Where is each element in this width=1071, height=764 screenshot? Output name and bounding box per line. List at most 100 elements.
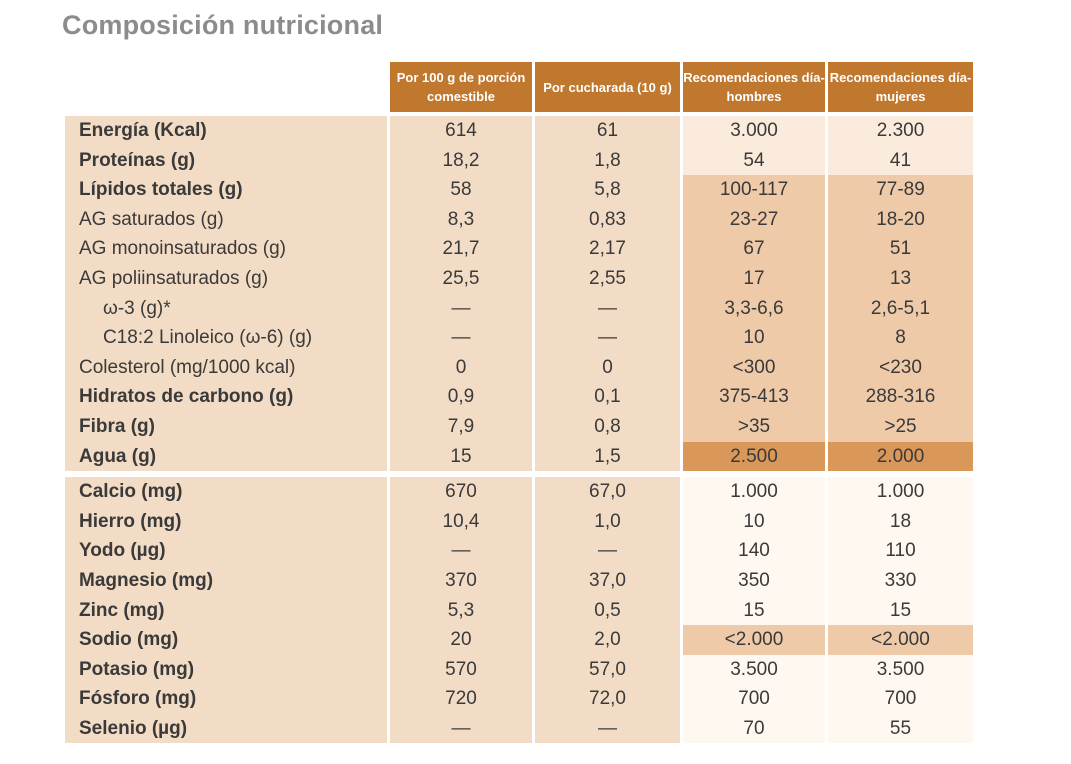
recommendation-men: 15 [683, 595, 825, 626]
recommendation-men: 10 [683, 323, 825, 353]
value-per-100g: 21,7 [390, 234, 532, 264]
recommendation-men: 3,3-6,6 [683, 293, 825, 324]
value-per-spoon: 2,55 [535, 263, 680, 294]
nutrient-label: Fibra (g) [65, 411, 387, 442]
nutrient-label: AG poliinsaturados (g) [65, 263, 387, 294]
table-row: Hierro (mg) 10,4 1,0 10 18 [65, 506, 973, 537]
value-per-100g: 5,3 [390, 595, 532, 626]
table-row: Lípidos totales (g) 58 5,8 100-117 77-89 [65, 175, 973, 205]
value-per-spoon: 1,8 [535, 145, 680, 176]
recommendation-men: 70 [683, 713, 825, 744]
value-per-100g: 614 [390, 116, 532, 146]
recommendation-men: 67 [683, 234, 825, 264]
value-per-100g: 8,3 [390, 204, 532, 235]
recommendation-women: >25 [828, 411, 973, 442]
nutrient-label: Lípidos totales (g) [65, 175, 387, 205]
recommendation-women: 18-20 [828, 204, 973, 235]
recommendation-men: 100-117 [683, 175, 825, 205]
value-per-spoon: — [535, 713, 680, 744]
recommendation-women: 13 [828, 263, 973, 294]
table-header: Por 100 g de porción comestible Por cuch… [65, 62, 973, 116]
value-per-spoon: 5,8 [535, 175, 680, 205]
recommendation-women: 15 [828, 595, 973, 626]
nutrient-label: Magnesio (mg) [65, 565, 387, 596]
table-row: Proteínas (g) 18,2 1,8 54 41 [65, 145, 973, 176]
value-per-100g: — [390, 323, 532, 353]
recommendation-men: 17 [683, 263, 825, 294]
value-per-spoon: 0,1 [535, 382, 680, 412]
table-row: Sodio (mg) 20 2,0 <2.000 <2.000 [65, 625, 973, 655]
table-row: Selenio (µg) — —70 55 [65, 713, 973, 744]
table-row: AG monoinsaturados (g) 21,7 2,17 67 51 [65, 234, 973, 264]
recommendation-men: 350 [683, 565, 825, 596]
nutrient-label: AG monoinsaturados (g) [65, 234, 387, 264]
value-per-spoon: 1,0 [535, 506, 680, 537]
value-per-100g: — [390, 293, 532, 324]
value-per-100g: 20 [390, 625, 532, 655]
value-per-100g: 25,5 [390, 263, 532, 294]
value-per-spoon: 2,17 [535, 234, 680, 264]
value-per-100g: 0,9 [390, 382, 532, 412]
table-row: Yodo (µg) — —140 110 [65, 536, 973, 566]
table-row: Agua (g) 15 1,5 2.500 2.000 [65, 441, 973, 472]
value-per-100g: 18,2 [390, 145, 532, 176]
recommendation-women: <230 [828, 352, 973, 383]
nutrient-label: Fósforo (mg) [65, 684, 387, 714]
page-title: Composición nutricional [62, 10, 384, 40]
recommendation-men: >35 [683, 411, 825, 442]
value-per-100g: 0 [390, 352, 532, 383]
recommendation-men: 3.000 [683, 116, 825, 146]
recommendation-men: 54 [683, 145, 825, 176]
header-per-spoon: Por cucharada (10 g) [535, 62, 680, 112]
recommendation-men: <300 [683, 352, 825, 383]
recommendation-women: 55 [828, 713, 973, 744]
table-row: AG poliinsaturados (g) 25,5 2,55 17 13 [65, 263, 973, 294]
value-per-spoon: 0,83 [535, 204, 680, 235]
value-per-spoon: — [535, 293, 680, 324]
recommendation-women: 288-316 [828, 382, 973, 412]
value-per-100g: — [390, 536, 532, 566]
recommendation-women: 2.300 [828, 116, 973, 146]
value-per-spoon: 1,5 [535, 441, 680, 472]
nutrient-label: Potasio (mg) [65, 654, 387, 685]
value-per-100g: 7,9 [390, 411, 532, 442]
recommendation-men: 23-27 [683, 204, 825, 235]
recommendation-men: 375-413 [683, 382, 825, 412]
recommendation-women: 77-89 [828, 175, 973, 205]
value-per-spoon: — [535, 323, 680, 353]
recommendation-women: 1.000 [828, 477, 973, 507]
header-women: Recomendaciones día-mujeres [828, 62, 973, 112]
recommendation-men: <2.000 [683, 625, 825, 655]
value-per-spoon: 67,0 [535, 477, 680, 507]
nutrient-label: Selenio (µg) [65, 713, 387, 744]
recommendation-women: 2,6-5,1 [828, 293, 973, 324]
table-row: Calcio (mg) 670 67,0 1.000 1.000 [65, 477, 973, 507]
header-per-100g: Por 100 g de porción comestible [390, 62, 532, 112]
group-separator [65, 471, 973, 478]
table-row: Magnesio (mg) 370 37,0 350 330 [65, 565, 973, 596]
nutrient-label: Hidratos de carbono (g) [65, 382, 387, 412]
nutrient-label: Yodo (µg) [65, 536, 387, 566]
nutrient-label: Energía (Kcal) [65, 116, 387, 146]
value-per-100g: 58 [390, 175, 532, 205]
nutrient-label: AG saturados (g) [65, 204, 387, 235]
value-per-spoon: 0 [535, 352, 680, 383]
recommendation-women: 3.500 [828, 654, 973, 685]
recommendation-women: 18 [828, 506, 973, 537]
nutrient-label: Proteínas (g) [65, 145, 387, 176]
nutrient-label: Hierro (mg) [65, 506, 387, 537]
nutrient-label: Sodio (mg) [65, 625, 387, 655]
value-per-spoon: 0,8 [535, 411, 680, 442]
value-per-100g: — [390, 713, 532, 744]
table-row: Fósforo (mg) 720 72,0 700 700 [65, 684, 973, 714]
recommendation-women: 700 [828, 684, 973, 714]
recommendation-women: 110 [828, 536, 973, 566]
recommendation-men: 140 [683, 536, 825, 566]
value-per-100g: 570 [390, 654, 532, 685]
header-men: Recomendaciones día-hombres [683, 62, 825, 112]
value-per-100g: 10,4 [390, 506, 532, 537]
nutrition-table: Por 100 g de porción comestible Por cuch… [62, 62, 976, 744]
recommendation-women: 41 [828, 145, 973, 176]
recommendation-men: 2.500 [683, 441, 825, 472]
table-row: Potasio (mg) 570 57,0 3.500 3.500 [65, 654, 973, 685]
